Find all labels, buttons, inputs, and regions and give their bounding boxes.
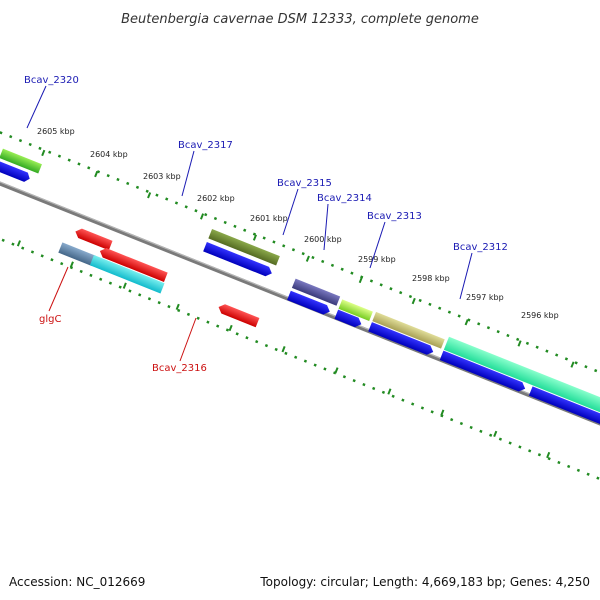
map-title: Beutenbergia cavernae DSM 12333, complet… — [121, 12, 479, 27]
gene-glgc-feature-a[interactable] — [58, 242, 96, 267]
genome-backbone — [0, 166, 600, 453]
label-bcav-2317-group[interactable]: Bcav_2317 — [178, 140, 233, 197]
cds-bcav-2315[interactable] — [287, 290, 332, 317]
label-bcav-2313-group[interactable]: Bcav_2313 — [367, 211, 422, 269]
gene-bcav-2314-feature[interactable] — [338, 299, 373, 321]
leader-glgc — [48, 266, 69, 312]
kbp-label-2597: 2597 kbp — [466, 293, 504, 302]
genome-backbone-highlight — [0, 166, 600, 451]
leader-bcav-2314 — [323, 203, 329, 251]
cds-bcav-2317[interactable] — [203, 242, 274, 278]
leader-bcav-2312 — [459, 252, 473, 300]
kbp-label-2596: 2596 kbp — [521, 311, 559, 320]
ruler-outer-major-ticks — [41, 149, 575, 368]
cds-bcav-2312-a[interactable] — [439, 350, 527, 394]
leader-bcav-2313 — [369, 221, 386, 269]
leader-bcav-2316 — [179, 317, 197, 362]
cds-glgc-a[interactable] — [74, 227, 113, 251]
kbp-label-2600: 2600 kbp — [304, 235, 342, 244]
gene-label-bcav-2315[interactable]: Bcav_2315 — [277, 178, 332, 189]
topology-text: Topology: circular; Length: 4,669,183 bp… — [259, 575, 590, 589]
gene-bcav-2313-feature[interactable] — [372, 311, 445, 349]
ruler-inner-major-ticks — [16, 240, 551, 459]
kbp-label-2601: 2601 kbp — [250, 214, 288, 223]
kbp-label-2603: 2603 kbp — [143, 172, 181, 181]
gene-label-bcav-2314[interactable]: Bcav_2314 — [317, 193, 372, 204]
cds-glgc-b[interactable] — [98, 246, 168, 282]
label-bcav-2315-group[interactable]: Bcav_2315 — [277, 178, 332, 236]
label-bcav-2312-group[interactable]: Bcav_2312 — [453, 242, 508, 300]
gene-label-bcav-2312[interactable]: Bcav_2312 — [453, 242, 508, 253]
gene-label-bcav-2313[interactable]: Bcav_2313 — [367, 211, 422, 222]
gene-label-bcav-2317[interactable]: Bcav_2317 — [178, 140, 233, 151]
kbp-label-2599: 2599 kbp — [358, 255, 396, 264]
cds-bcav-2320[interactable] — [0, 160, 32, 184]
accession-text: Accession: NC_012669 — [9, 575, 145, 589]
gene-bcav-2315-feature[interactable] — [291, 278, 341, 306]
cds-bcav-2314[interactable] — [334, 309, 363, 329]
ruler-outer — [0, 123, 600, 408]
gene-bcav-2312-feature[interactable] — [443, 336, 600, 436]
cds-bcav-2312-b[interactable] — [528, 386, 600, 445]
kbp-label-2602: 2602 kbp — [197, 194, 235, 203]
kbp-label-2605: 2605 kbp — [37, 127, 75, 136]
gene-glgc-feature-b[interactable] — [89, 255, 165, 294]
leader-bcav-2315 — [282, 188, 299, 236]
cds-bcav-2316[interactable] — [217, 302, 260, 328]
ruler-inner — [0, 215, 600, 500]
label-bcav-2314-group[interactable]: Bcav_2314 — [317, 193, 372, 251]
leader-bcav-2320 — [26, 85, 47, 129]
gene-bcav-2320-feature[interactable] — [0, 148, 42, 174]
leader-bcav-2317 — [181, 150, 195, 197]
gene-label-glgc[interactable]: glgC — [39, 314, 61, 325]
gene-label-bcav-2316[interactable]: Bcav_2316 — [152, 363, 207, 374]
label-bcav-2320-group[interactable]: Bcav_2320 — [24, 75, 79, 129]
kbp-label-2598: 2598 kbp — [412, 274, 450, 283]
cds-bcav-2313[interactable] — [368, 322, 435, 357]
gene-bcav-2317-feature[interactable] — [208, 229, 280, 266]
gene-label-bcav-2320[interactable]: Bcav_2320 — [24, 75, 79, 86]
label-bcav-2316-group[interactable]: Bcav_2316 — [152, 317, 207, 374]
label-glgc-group[interactable]: glgC — [39, 266, 69, 325]
genome-band — [0, 123, 600, 500]
kbp-label-2604: 2604 kbp — [90, 150, 128, 159]
